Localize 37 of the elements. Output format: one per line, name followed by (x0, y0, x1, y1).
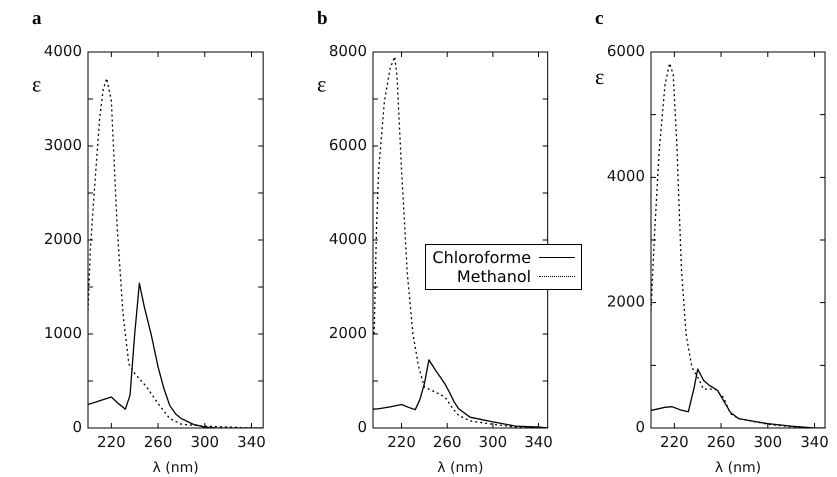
y-axis-title: ε (32, 71, 42, 96)
x-tick-label: 340 (800, 432, 829, 451)
y-tick-label: 8000 (328, 42, 367, 60)
y-axis-title: ε (317, 71, 326, 96)
y-tick-label: 2000 (44, 230, 82, 248)
y-tick-label: 0 (635, 418, 645, 436)
x-tick-label: 340 (524, 432, 553, 451)
y-tick-label: 4000 (606, 167, 645, 186)
x-axis-title: λ (nm) (437, 460, 484, 476)
x-axis-title: λ (nm) (152, 460, 199, 476)
x-tick-label: 300 (190, 432, 220, 451)
legend-label: Methanol (456, 266, 532, 286)
x-tick-label: 260 (144, 432, 172, 451)
y-tick-label: 4000 (328, 230, 367, 248)
x-tick-label: 300 (478, 432, 508, 451)
x-tick-label: 260 (706, 432, 736, 451)
y-tick-label: 0 (72, 418, 82, 436)
x-tick-label: 220 (387, 432, 416, 451)
y-tick-label: 4000 (44, 42, 82, 60)
y-tick-label: 0 (357, 418, 367, 436)
x-tick-label: 300 (753, 432, 782, 451)
y-tick-label: 3000 (44, 136, 82, 154)
y-tick-label: 2000 (328, 324, 367, 342)
x-tick-label: 340 (237, 432, 266, 451)
chart-title: a (32, 8, 42, 29)
chart-title: b (317, 8, 328, 29)
x-tick-label: 260 (432, 432, 462, 451)
y-tick-label: 2000 (606, 292, 645, 311)
x-tick-label: 220 (660, 432, 689, 451)
legend-label: Chloroforme (432, 248, 532, 267)
chart-title: c (595, 8, 604, 29)
y-axis-title: ε (595, 64, 604, 89)
y-tick-label: 1000 (44, 324, 82, 342)
x-axis-title: λ (nm) (714, 460, 762, 476)
y-tick-label: 6000 (606, 42, 645, 60)
y-tick-label: 6000 (328, 136, 367, 154)
x-tick-label: 220 (97, 432, 126, 451)
